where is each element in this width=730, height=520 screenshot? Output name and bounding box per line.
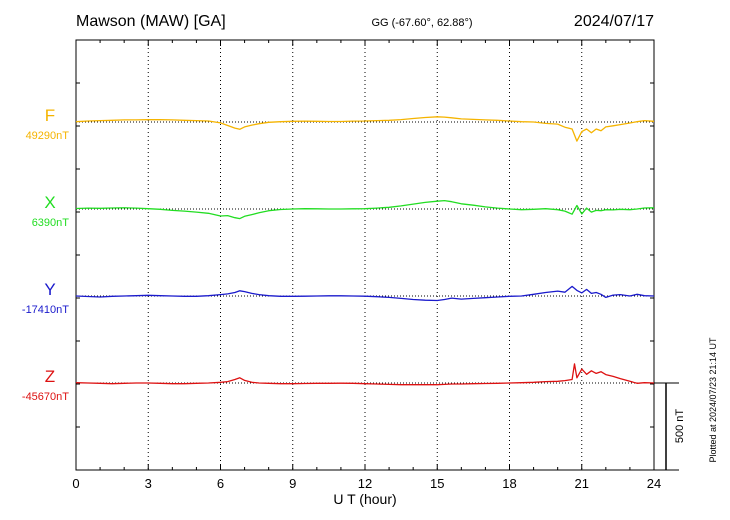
series-name-x: X: [44, 193, 55, 212]
date-label: 2024/07/17: [574, 13, 654, 30]
series-name-f: F: [45, 106, 55, 125]
series-line-z: [75, 363, 655, 386]
scale-bar: 500 nT: [654, 382, 686, 471]
x-tick-label-6: 6: [217, 476, 224, 491]
baseline-label-y: -17410nT: [22, 304, 69, 316]
x-tick-label-9: 9: [289, 476, 296, 491]
series-line-f: [75, 116, 655, 142]
station-title: Mawson (MAW) [GA]: [76, 13, 226, 30]
baseline-label-x: 6390nT: [32, 217, 70, 229]
x-tick-label-3: 3: [145, 476, 152, 491]
plotted-timestamp: Plotted at 2024/07/23 21:14 UT: [708, 337, 718, 463]
grid-lines: [147, 40, 583, 470]
series-line-x: [75, 199, 655, 220]
series-layer: F 49290nT X 6390nT Y -17410nT Z -45670nT: [22, 106, 655, 403]
x-axis-label: U T (hour): [333, 491, 396, 507]
x-tick-label-24: 24: [647, 476, 661, 491]
baseline-label-z: -45670nT: [22, 391, 69, 403]
x-tick-label-21: 21: [575, 476, 589, 491]
series-name-z: Z: [45, 367, 55, 386]
x-tick-label-15: 15: [430, 476, 444, 491]
x-tick-label-0: 0: [72, 476, 79, 491]
x-tick-label-12: 12: [358, 476, 372, 491]
series-name-y: Y: [44, 280, 55, 299]
x-axis-ticks: 0 3 6 9 12 15 18 21 24: [72, 39, 661, 491]
series-line-y: [75, 285, 655, 302]
baseline-label-f: 49290nT: [26, 130, 70, 142]
scale-bar-label: 500 nT: [674, 409, 686, 444]
coordinates-label: GG (-67.60°, 62.88°): [371, 17, 472, 29]
x-tick-label-18: 18: [502, 476, 516, 491]
